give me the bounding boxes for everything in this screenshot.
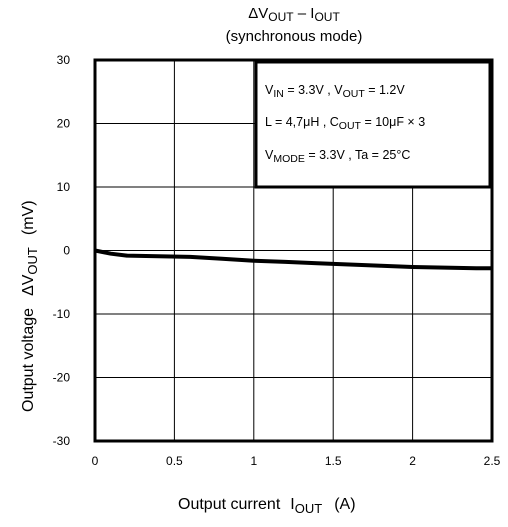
- chart-titles: ΔVOUT – IOUT (synchronous mode) Output cur…: [20, 5, 362, 516]
- chart-subtitle: (synchronous mode): [226, 28, 363, 45]
- x-tick-labels: 0 0.5 1 1.5 2 2.5: [92, 454, 501, 468]
- y-axis-label: Output voltageΔVOUT(mV): [20, 200, 40, 412]
- x-tick-label: 2.5: [484, 454, 501, 468]
- x-tick-label: 2: [409, 454, 416, 468]
- x-tick-label: 1.5: [325, 454, 342, 468]
- legend-line: VMODE = 3.3V , Ta = 25°C: [265, 148, 410, 165]
- x-axis-label: Output current IOUT (A): [178, 496, 356, 516]
- chart-title: ΔVOUT – IOUT: [248, 5, 340, 24]
- y-tick-label: -10: [53, 307, 71, 321]
- y-tick-label: 20: [57, 117, 71, 131]
- y-tick-label: -30: [53, 434, 71, 448]
- y-tick-label: -20: [53, 371, 71, 385]
- legend-box: VIN = 3.3V , VOUT = 1.2V L = 4,7μH , COUT…: [254, 60, 492, 189]
- y-tick-labels: -30 -20 -10 0 10 20 30: [53, 53, 71, 448]
- x-tick-label: 0.5: [166, 454, 183, 468]
- legend-line: L = 4,7μH , COUT = 10μF × 3: [265, 115, 425, 132]
- y-tick-label: 0: [63, 244, 70, 258]
- x-tick-label: 1: [250, 454, 257, 468]
- y-tick-label: 10: [57, 180, 71, 194]
- y-tick-label: 30: [57, 53, 71, 67]
- legend-frame: [254, 60, 492, 189]
- x-tick-label: 0: [92, 454, 99, 468]
- series-group: [94, 248, 492, 271]
- series-line: [94, 248, 492, 271]
- legend-line: VIN = 3.3V , VOUT = 1.2V: [265, 83, 405, 100]
